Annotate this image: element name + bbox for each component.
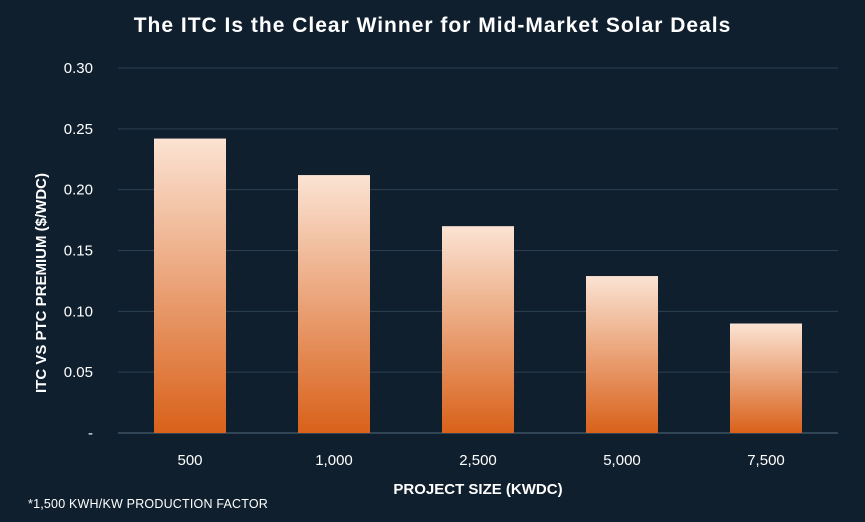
bar <box>298 175 370 434</box>
y-tick-label: - <box>88 425 93 442</box>
y-tick-label: 0.25 <box>64 121 93 138</box>
x-tick-label: 7,500 <box>747 452 785 469</box>
y-tick-labels: - 0.05 0.10 0.15 0.20 0.25 0.30 <box>64 60 93 442</box>
bar <box>442 226 514 433</box>
chart-title: The ITC Is the Clear Winner for Mid-Mark… <box>133 14 732 37</box>
x-tick-label: 1,000 <box>315 452 353 469</box>
y-tick-label: 0.05 <box>64 364 93 381</box>
bar <box>730 323 802 433</box>
bar <box>154 138 226 434</box>
x-tick-label: 2,500 <box>459 452 497 469</box>
x-tick-label: 500 <box>177 452 202 469</box>
y-axis-label: ITC VS PTC PREMIUM ($/WDC) <box>33 173 50 393</box>
y-tick-label: 0.20 <box>64 182 93 199</box>
x-tick-label: 5,000 <box>603 452 641 469</box>
y-tick-label: 0.10 <box>64 303 93 320</box>
x-tick-labels: 500 1,000 2,500 5,000 7,500 <box>177 452 784 469</box>
y-tick-label: 0.15 <box>64 243 93 260</box>
y-tick-label: 0.30 <box>64 60 93 77</box>
bars <box>154 138 802 434</box>
footnote: *1,500 KWH/KW PRODUCTION FACTOR <box>28 497 269 511</box>
bar <box>586 276 658 433</box>
x-axis-label: PROJECT SIZE (KWDC) <box>393 481 562 498</box>
